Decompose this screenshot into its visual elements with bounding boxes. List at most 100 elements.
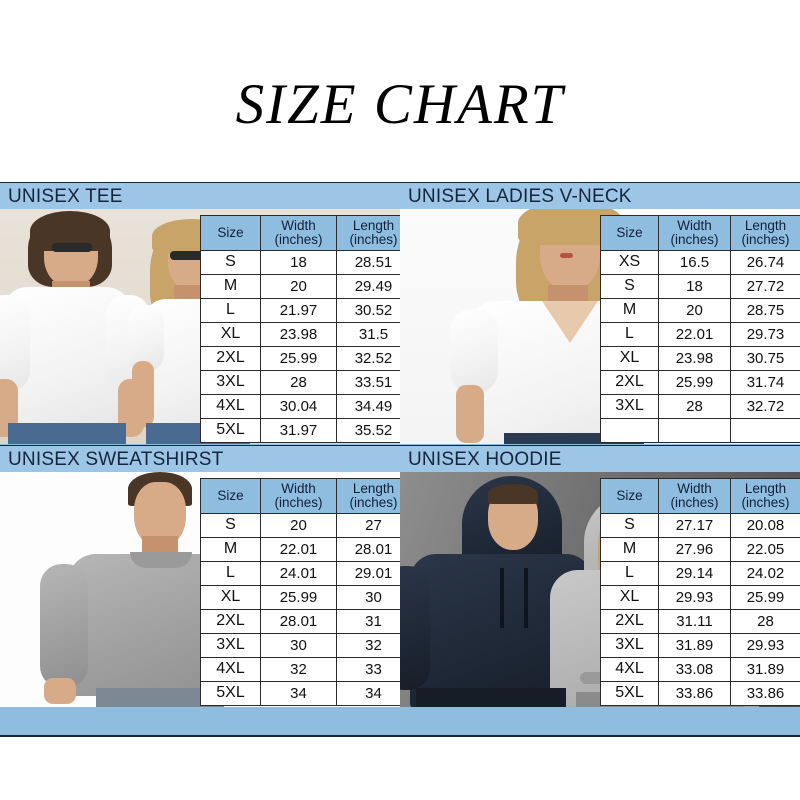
size-table-unisex-tee: Size Width (inches) Length (inches) S 18 2…: [200, 215, 400, 443]
table-row: [600, 418, 800, 443]
table-row: XL 25.99 30: [200, 585, 400, 610]
cell-width: 23.98: [658, 346, 731, 371]
cell-width: 25.99: [260, 585, 337, 610]
table-row: L 29.14 24.02: [600, 561, 800, 586]
table-row: 4XL 32 33: [200, 657, 400, 682]
cell-width: 32: [260, 657, 337, 682]
panel-title: UNISEX TEE: [8, 186, 123, 207]
size-chart-grid: UNISEX TEE: [0, 182, 800, 737]
panel-title: UNISEX HOODIE: [408, 449, 562, 470]
cell-size: 3XL: [200, 370, 261, 395]
cell-size: L: [600, 561, 659, 586]
table-row: XS 16.5 26.74: [600, 250, 800, 275]
cell-size: XL: [200, 322, 261, 347]
table-row: M 20 28.75: [600, 298, 800, 323]
cell-length: 34.49: [336, 394, 400, 419]
cell-size: XL: [600, 346, 659, 371]
cell-size: L: [200, 561, 261, 586]
cell-size: 5XL: [200, 418, 261, 443]
table-row: XL 23.98 31.5: [200, 322, 400, 347]
cell-width: 20: [260, 513, 337, 538]
table-row: 2XL 25.99 32.52: [200, 346, 400, 371]
table-row: 5XL 34 34: [200, 681, 400, 706]
cell-length: 35.52: [336, 418, 400, 443]
table-row: M 27.96 22.05: [600, 537, 800, 562]
panel-header-unisex-ladies-v-neck: UNISEX LADIES V-NECK: [400, 182, 800, 209]
cell-size: [600, 418, 659, 443]
cell-width: 21.97: [260, 298, 337, 323]
cell-size: 4XL: [200, 657, 261, 682]
cell-size: 3XL: [600, 633, 659, 658]
cell-width: 31.97: [260, 418, 337, 443]
cell-width: 18: [658, 274, 731, 299]
table-row: S 18 28.51: [200, 250, 400, 275]
cell-length: 29.49: [336, 274, 400, 299]
panel-unisex-hoodie: UNISEX HOODIE: [400, 445, 800, 707]
cell-width: 20: [658, 298, 731, 323]
cell-width: 28.01: [260, 609, 337, 634]
cell-length: 33: [336, 657, 400, 682]
cell-length: 29.01: [336, 561, 400, 586]
bottom-divider: [0, 735, 800, 737]
table-row: 4XL 33.08 31.89: [600, 657, 800, 682]
cell-size: S: [600, 513, 659, 538]
cell-width: 34: [260, 681, 337, 706]
cell-width: 31.89: [658, 633, 731, 658]
col-size: Size: [600, 478, 659, 514]
cell-length: 22.05: [730, 537, 800, 562]
cell-width: 29.14: [658, 561, 731, 586]
panel-header-unisex-sweatshirst: UNISEX SWEATSHIRST: [0, 445, 400, 472]
cell-size: 2XL: [600, 609, 659, 634]
cell-width: 25.99: [260, 346, 337, 371]
cell-size: XS: [600, 250, 659, 275]
cell-size: 2XL: [600, 370, 659, 395]
cell-length: 31.74: [730, 370, 800, 395]
cell-width: 30: [260, 633, 337, 658]
panel-title: UNISEX SWEATSHIRST: [8, 449, 224, 470]
cell-length: 34: [336, 681, 400, 706]
table-header-row: Size Width (inches) Length (inches): [600, 215, 800, 251]
cell-size: L: [600, 322, 659, 347]
cell-size: M: [600, 298, 659, 323]
cell-size: 2XL: [200, 346, 261, 371]
col-length: Length (inches): [336, 215, 400, 251]
table-row: 2XL 25.99 31.74: [600, 370, 800, 395]
table-header-row: Size Width (inches) Length (inches): [600, 478, 800, 514]
col-width: Width (inches): [260, 215, 337, 251]
table-row: 3XL 28 32.72: [600, 394, 800, 419]
cell-size: 5XL: [600, 681, 659, 706]
cell-length: 27.72: [730, 274, 800, 299]
cell-length: 28.01: [336, 537, 400, 562]
cell-length: 29.93: [730, 633, 800, 658]
table-row: 3XL 31.89 29.93: [600, 633, 800, 658]
cell-width: 27.96: [658, 537, 731, 562]
cell-length: 32.52: [336, 346, 400, 371]
cell-length: 32: [336, 633, 400, 658]
cell-length: 31.89: [730, 657, 800, 682]
cell-width: 20: [260, 274, 337, 299]
table-header-row: Size Width (inches) Length (inches): [200, 215, 400, 251]
table-row: 2XL 28.01 31: [200, 609, 400, 634]
panel-title: UNISEX LADIES V-NECK: [408, 186, 632, 207]
cell-width: 18: [260, 250, 337, 275]
cell-length: 30.52: [336, 298, 400, 323]
table-header-row: Size Width (inches) Length (inches): [200, 478, 400, 514]
title-area: SIZE CHART: [0, 0, 800, 182]
cell-size: S: [200, 513, 261, 538]
table-row: 2XL 31.11 28: [600, 609, 800, 634]
cell-width: 24.01: [260, 561, 337, 586]
table-row: M 20 29.49: [200, 274, 400, 299]
table-row: XL 23.98 30.75: [600, 346, 800, 371]
cell-width: 25.99: [658, 370, 731, 395]
cell-length: 28.51: [336, 250, 400, 275]
cell-length: 32.72: [730, 394, 800, 419]
cell-length: 33.86: [730, 681, 800, 706]
table-row: XL 29.93 25.99: [600, 585, 800, 610]
panel-header-unisex-hoodie: UNISEX HOODIE: [400, 445, 800, 472]
table-row: S 27.17 20.08: [600, 513, 800, 538]
cell-length: 28.75: [730, 298, 800, 323]
cell-size: S: [600, 274, 659, 299]
col-size: Size: [200, 215, 261, 251]
table-row: L 24.01 29.01: [200, 561, 400, 586]
cell-width: 30.04: [260, 394, 337, 419]
